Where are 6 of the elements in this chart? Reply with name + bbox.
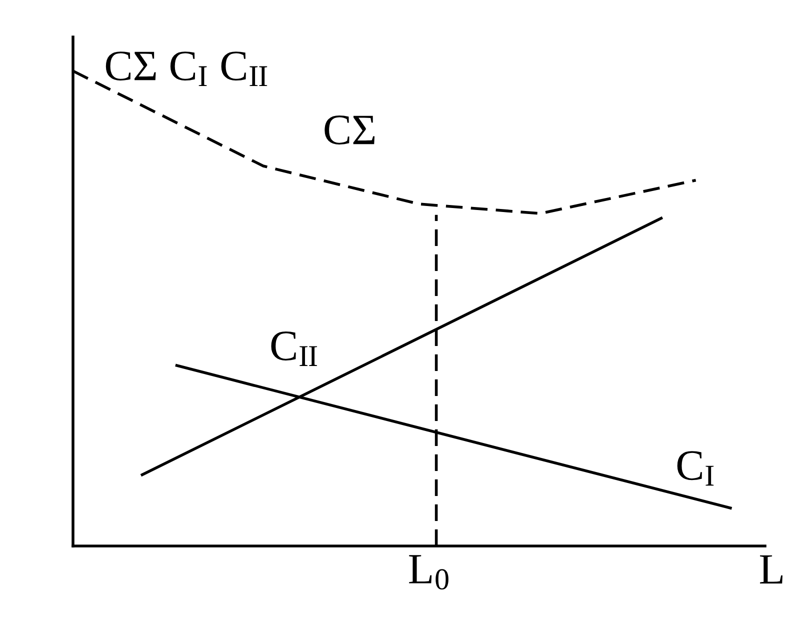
series-label: CΣ <box>324 116 375 144</box>
series-label: C$_{I}$ <box>677 451 714 486</box>
y-axis-title: CΣ C$_{I}$ C$_{II}$ <box>106 52 268 86</box>
series-label: C$_{II}$ <box>271 332 318 366</box>
x-axis-title: L <box>760 555 782 584</box>
text: L$_{0}$ <box>409 555 448 590</box>
